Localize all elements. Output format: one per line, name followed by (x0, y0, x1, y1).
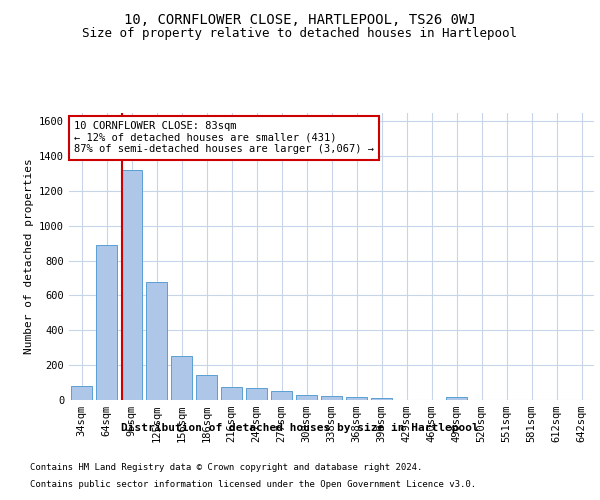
Bar (346, 398, 367, 400)
Text: 10, CORNFLOWER CLOSE, HARTLEPOOL, TS26 0WJ: 10, CORNFLOWER CLOSE, HARTLEPOOL, TS26 0… (124, 12, 476, 26)
Text: Distribution of detached houses by size in Hartlepool: Distribution of detached houses by size … (121, 422, 479, 432)
Bar (146, 282, 167, 400)
Text: Contains public sector information licensed under the Open Government Licence v3: Contains public sector information licen… (30, 480, 476, 489)
Bar (121, 170, 142, 400)
Bar (271, 392, 292, 400)
Bar (96, 245, 117, 400)
Bar (71, 386, 92, 400)
Text: 10 CORNFLOWER CLOSE: 83sqm
← 12% of detached houses are smaller (431)
87% of sem: 10 CORNFLOWER CLOSE: 83sqm ← 12% of deta… (74, 121, 374, 154)
Y-axis label: Number of detached properties: Number of detached properties (23, 158, 34, 354)
Bar (196, 374, 217, 400)
Bar (296, 395, 317, 400)
Bar (221, 387, 242, 400)
Bar (371, 398, 392, 400)
Bar (446, 396, 467, 400)
Bar (171, 356, 192, 400)
Bar (321, 396, 342, 400)
Text: Contains HM Land Registry data © Crown copyright and database right 2024.: Contains HM Land Registry data © Crown c… (30, 462, 422, 471)
Bar (246, 388, 267, 400)
Text: Size of property relative to detached houses in Hartlepool: Size of property relative to detached ho… (83, 28, 517, 40)
